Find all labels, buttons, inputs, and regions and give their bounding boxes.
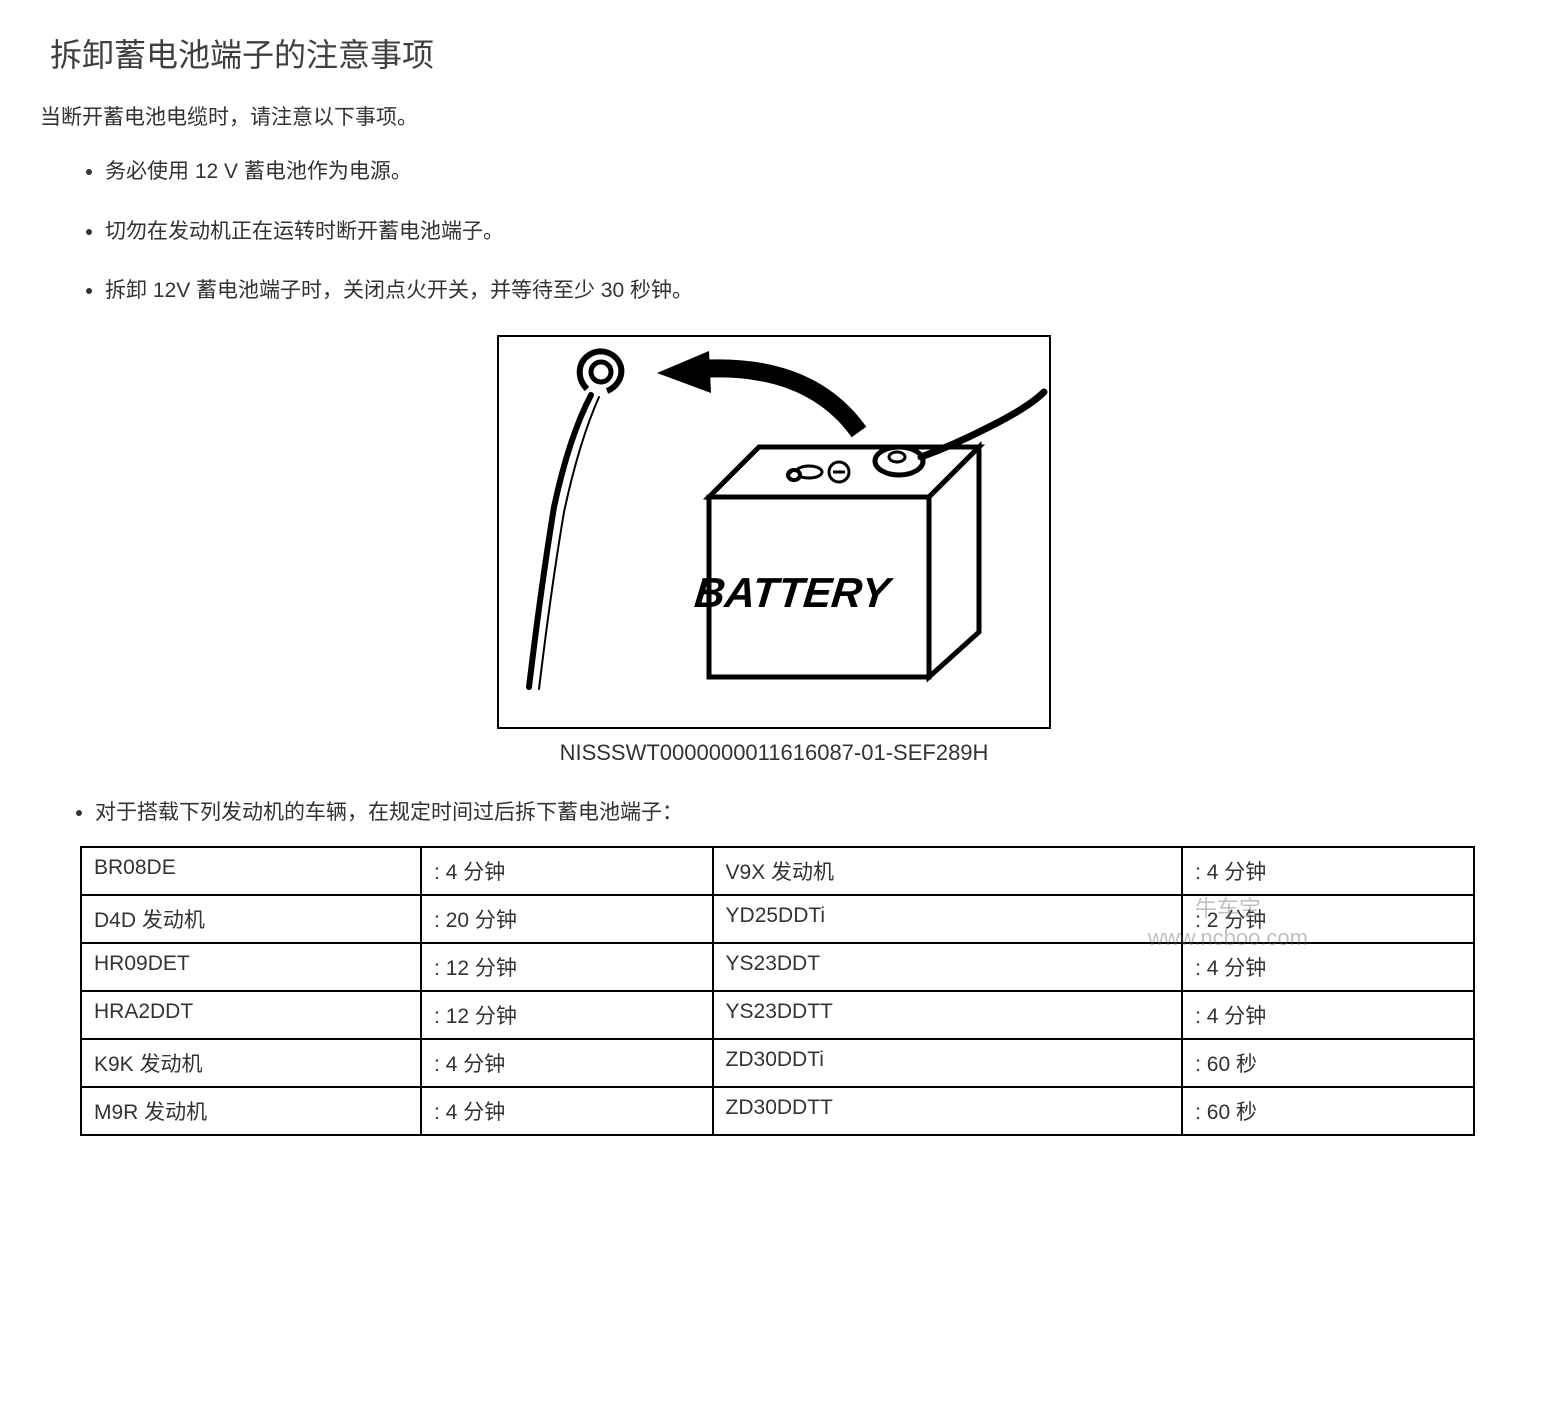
table-cell: : 4 分钟 <box>1182 943 1473 991</box>
table-cell: HR09DET <box>81 943 421 991</box>
table-cell: ZD30DDTT <box>713 1087 1183 1135</box>
table-cell: : 20 分钟 <box>421 895 712 943</box>
table-cell: HRA2DDT <box>81 991 421 1039</box>
table-cell: : 2 分钟 <box>1182 895 1473 943</box>
precaution-list: 务必使用 12 V 蓄电池作为电源。 切勿在发动机正在运转时断开蓄电池端子。 拆… <box>40 156 1508 307</box>
engine-wait-time-table: BR08DE: 4 分钟V9X 发动机: 4 分钟D4D 发动机: 20 分钟Y… <box>80 846 1475 1136</box>
table-row: HR09DET: 12 分钟YS23DDT: 4 分钟 <box>81 943 1474 991</box>
outer-list: 对于搭载下列发动机的车辆，在规定时间过后拆下蓄电池端子： <box>40 796 1508 826</box>
table-cell: YS23DDT <box>713 943 1183 991</box>
table-cell: BR08DE <box>81 847 421 895</box>
table-row: D4D 发动机: 20 分钟YD25DDTi: 2 分钟 <box>81 895 1474 943</box>
figure-container: BATTERY NISSSWT0000000011616087-01-SEF28… <box>40 335 1508 766</box>
battery-illustration: BATTERY <box>499 337 1049 727</box>
battery-label: BATTERY <box>692 569 895 616</box>
intro-paragraph: 当断开蓄电池电缆时，请注意以下事项。 <box>40 101 1508 131</box>
table-cell: M9R 发动机 <box>81 1087 421 1135</box>
table-cell: : 4 分钟 <box>1182 847 1473 895</box>
table-cell: YD25DDTi <box>713 895 1183 943</box>
table-cell: : 60 秒 <box>1182 1087 1473 1135</box>
table-cell: D4D 发动机 <box>81 895 421 943</box>
list-item: 拆卸 12V 蓄电池端子时，关闭点火开关，并等待至少 30 秒钟。 <box>105 275 1508 307</box>
table-cell: : 4 分钟 <box>421 1087 712 1135</box>
page-title: 拆卸蓄电池端子的注意事项 <box>50 30 1508 76</box>
table-row: BR08DE: 4 分钟V9X 发动机: 4 分钟 <box>81 847 1474 895</box>
list-item: 切勿在发动机正在运转时断开蓄电池端子。 <box>105 216 1508 248</box>
battery-figure: BATTERY <box>497 335 1051 729</box>
figure-caption: NISSSWT0000000011616087-01-SEF289H <box>40 740 1508 766</box>
list-item: 务必使用 12 V 蓄电池作为电源。 <box>105 156 1508 188</box>
table-cell: ZD30DDTi <box>713 1039 1183 1087</box>
table-cell: : 12 分钟 <box>421 991 712 1039</box>
table-cell: : 4 分钟 <box>421 1039 712 1087</box>
table-row: M9R 发动机: 4 分钟ZD30DDTT: 60 秒 <box>81 1087 1474 1135</box>
table-cell: V9X 发动机 <box>713 847 1183 895</box>
table-cell: YS23DDTT <box>713 991 1183 1039</box>
table-cell: K9K 发动机 <box>81 1039 421 1087</box>
table-cell: : 60 秒 <box>1182 1039 1473 1087</box>
table-cell: : 4 分钟 <box>1182 991 1473 1039</box>
table-row: HRA2DDT: 12 分钟YS23DDTT: 4 分钟 <box>81 991 1474 1039</box>
table-row: K9K 发动机: 4 分钟ZD30DDTi: 60 秒 <box>81 1039 1474 1087</box>
table-cell: : 4 分钟 <box>421 847 712 895</box>
list-item: 对于搭载下列发动机的车辆，在规定时间过后拆下蓄电池端子： <box>95 796 1508 826</box>
table-cell: : 12 分钟 <box>421 943 712 991</box>
